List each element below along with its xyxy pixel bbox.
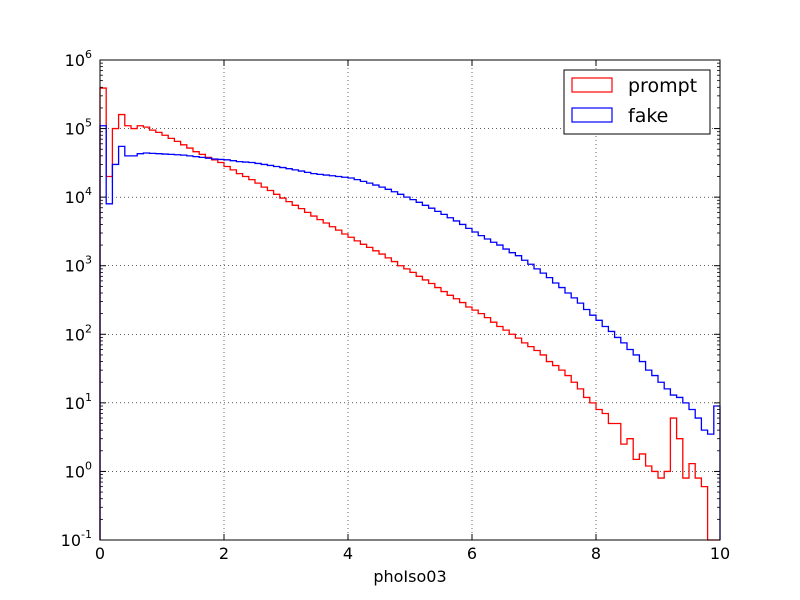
legend-swatch-prompt [571,77,613,93]
legend-box [563,69,711,135]
y-tick-label: 106 [65,48,92,70]
y-tick-label: 104 [65,185,92,207]
y-tick-labels: 10-1 100 101 102 103 104 105 106 [61,48,92,550]
legend-swatch-fake [571,107,613,123]
y-tick-label: 101 [65,391,92,413]
series-line-prompt [99,87,720,541]
y-tick-label: 103 [65,254,92,276]
x-tick-labels: 0 2 4 6 8 10 [95,544,730,563]
x-tick-label: 2 [219,544,229,563]
legend: prompt fake [563,69,711,135]
series-layer [99,87,721,541]
tick-marks [99,59,721,541]
x-tick-label: 10 [710,544,730,563]
x-tick-label: 4 [343,544,353,563]
plot-area [100,60,720,540]
series-line-fake [99,125,721,540]
y-tick-label: 102 [65,322,92,344]
plot-frame [99,59,721,541]
y-tick-label: 10-1 [61,528,92,550]
x-axis-label: phoIso03 [373,567,446,586]
x-tick-label: 6 [467,544,477,563]
x-tick-label: 8 [591,544,601,563]
y-tick-label: 100 [65,459,92,481]
legend-label-prompt: prompt [628,75,697,97]
y-tick-label: 105 [65,117,92,139]
legend-label-fake: fake [628,105,668,127]
x-tick-label: 0 [95,544,105,563]
